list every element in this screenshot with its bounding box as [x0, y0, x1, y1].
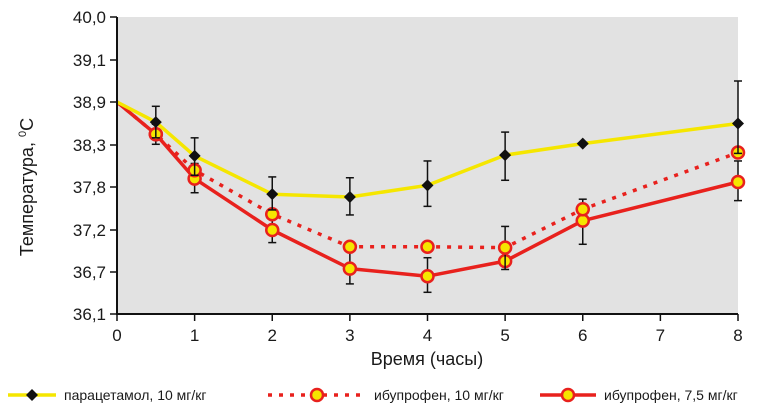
legend-item-3: ибупрофен, 7,5 мг/кг — [540, 387, 738, 403]
x-tick-label: 0 — [112, 326, 121, 345]
data-point — [732, 176, 744, 188]
legend-swatch-marker — [562, 389, 574, 401]
y-tick-label: 40,0 — [73, 8, 106, 27]
legend-swatch-marker — [26, 389, 38, 401]
y-tick-label: 37,2 — [73, 221, 106, 240]
y-axis-title: Температура, 0C — [17, 118, 37, 256]
y-axis-title-text: Температура, — [17, 137, 37, 256]
data-point — [344, 263, 356, 275]
y-tick-label: 36,7 — [73, 263, 106, 282]
data-point — [266, 224, 278, 236]
data-point — [344, 241, 356, 253]
data-point — [422, 241, 434, 253]
x-tick-label: 5 — [500, 326, 509, 345]
x-tick-label: 4 — [423, 326, 432, 345]
legend-item-2: ибупрофен, 10 мг/кг — [268, 387, 504, 403]
x-axis-title: Время (часы) — [371, 349, 483, 369]
x-tick-label: 2 — [268, 326, 277, 345]
y-axis-title-unit: C — [17, 118, 37, 131]
y-tick-label: 39,1 — [73, 51, 106, 70]
y-tick-label: 38,9 — [73, 93, 106, 112]
legend-item-1: парацетамол, 10 мг/кг — [8, 387, 207, 403]
legend: парацетамол, 10 мг/кг ибупрофен, 10 мг/кг… — [8, 387, 738, 403]
legend-label: парацетамол, 10 мг/кг — [64, 387, 207, 403]
y-tick-label: 38,3 — [73, 136, 106, 155]
legend-label: ибупрофен, 7,5 мг/кг — [604, 387, 738, 403]
data-point — [577, 215, 589, 227]
data-point — [499, 242, 511, 254]
legend-swatch-marker — [311, 389, 323, 401]
y-tick-label: 36,1 — [73, 305, 106, 324]
y-tick-label: 37,8 — [73, 178, 106, 197]
data-point — [577, 203, 589, 215]
data-point — [422, 270, 434, 282]
x-tick-label: 7 — [656, 326, 665, 345]
x-tick-label: 8 — [733, 326, 742, 345]
x-tick-label: 6 — [578, 326, 587, 345]
x-tick-label: 1 — [190, 326, 199, 345]
x-tick-label: 3 — [345, 326, 354, 345]
legend-label: ибупрофен, 10 мг/кг — [374, 387, 504, 403]
